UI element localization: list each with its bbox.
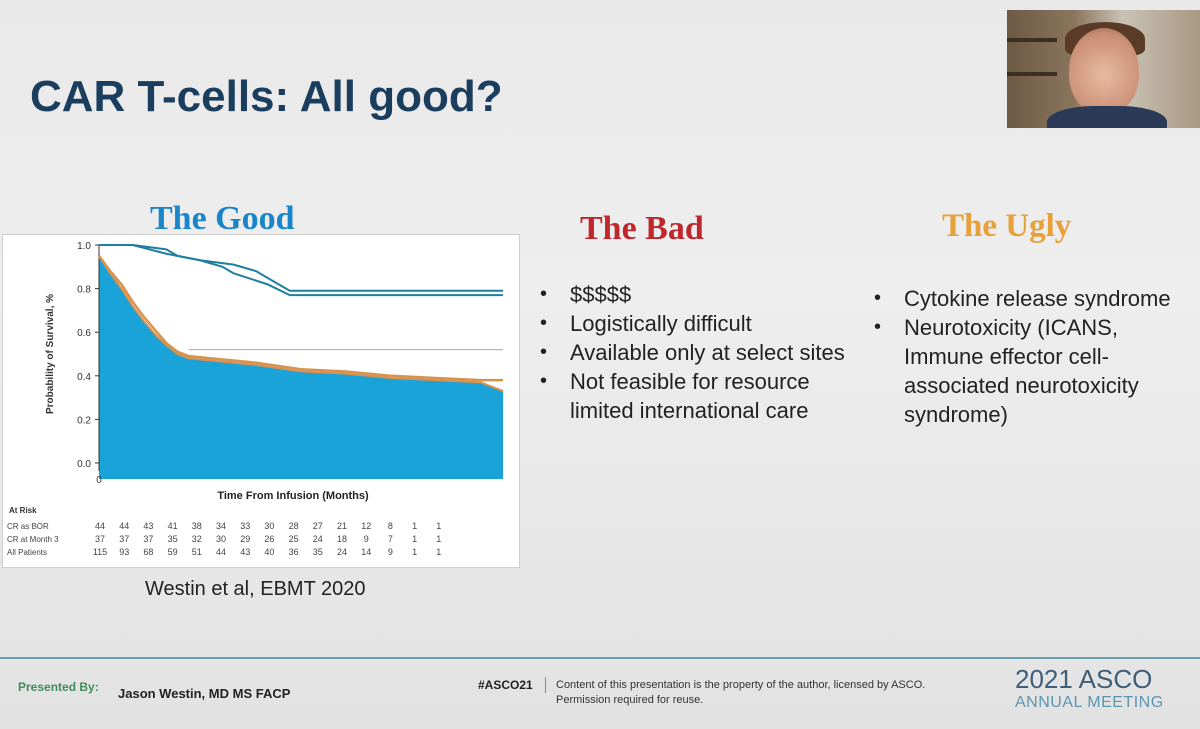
bad-bullet: Available only at select sites (540, 338, 870, 367)
at-risk-value: 40 (264, 547, 274, 557)
at-risk-value: 68 (143, 547, 153, 557)
at-risk-header: At Risk (9, 506, 37, 515)
y-tick-label: 0.8 (77, 285, 91, 296)
at-risk-row-label: CR at Month 3 (7, 535, 59, 544)
x-tick-label: 0 (96, 475, 102, 486)
webcam-suit (1047, 106, 1167, 128)
at-risk-value: 1 (436, 521, 441, 531)
bad-bullet: $$$$$ (540, 280, 870, 309)
at-risk-value: 7 (388, 534, 393, 544)
y-tick-label: 0.6 (77, 328, 91, 339)
at-risk-value: 30 (216, 534, 226, 544)
presented-by-label: Presented By: (18, 680, 99, 694)
slide-title: CAR T-cells: All good? (30, 72, 503, 121)
at-risk-value: 33 (240, 521, 250, 531)
at-risk-value: 24 (313, 534, 323, 544)
survival-area-fill (99, 255, 503, 479)
at-risk-value: 12 (361, 521, 371, 531)
at-risk-value: 21 (337, 521, 347, 531)
at-risk-value: 37 (95, 534, 105, 544)
at-risk-row-label: All Patients (7, 548, 47, 557)
webcam-head (1069, 28, 1139, 114)
disclaimer: Content of this presentation is the prop… (556, 678, 996, 708)
at-risk-value: 35 (313, 547, 323, 557)
at-risk-value: 44 (216, 547, 226, 557)
series-line (99, 244, 503, 297)
ugly-bullet: Neurotoxicity (ICANS, Immune effector ce… (874, 313, 1200, 429)
webcam-shelf (1007, 38, 1057, 42)
at-risk-value: 44 (95, 521, 105, 531)
at-risk-value: 14 (361, 547, 371, 557)
at-risk-value: 38 (192, 521, 202, 531)
series-line (97, 255, 503, 382)
good-heading: The Good (150, 200, 295, 237)
asco-logo-subtitle: ANNUAL MEETING (1015, 694, 1164, 711)
at-risk-value: 1 (412, 534, 417, 544)
at-risk-value: 41 (168, 521, 178, 531)
webcam-shelf (1007, 72, 1057, 76)
at-risk-value: 32 (192, 534, 202, 544)
at-risk-value: 1 (412, 521, 417, 531)
at-risk-value: 9 (388, 547, 393, 557)
ugly-list: Cytokine release syndrome Neurotoxicity … (874, 284, 1200, 429)
at-risk-value: 1 (436, 547, 441, 557)
disclaimer-line-2: Permission required for reuse. (556, 694, 704, 706)
ugly-bullet: Cytokine release syndrome (874, 284, 1200, 313)
y-axis-label: Probability of Survival, % (45, 294, 56, 414)
at-risk-value: 43 (240, 547, 250, 557)
at-risk-value: 30 (264, 521, 274, 531)
at-risk-row-label: CR as BOR (7, 522, 49, 531)
ugly-bullet-text: Neurotoxicity (ICANS, Immune effector ce… (904, 315, 1139, 427)
at-risk-value: 8 (388, 521, 393, 531)
survival-chart: 1.0 0.8 0.6 0.4 0.2 0.0 0 Probability of Surviv… (7, 241, 504, 557)
survival-chart-panel: 1.0 0.8 0.6 0.4 0.2 0.0 0 Probability of Surviv… (2, 234, 520, 568)
bad-heading: The Bad (580, 210, 704, 247)
ugly-heading: The Ugly (942, 208, 1072, 244)
presenter-name: Jason Westin, MD MS FACP (118, 686, 291, 701)
at-risk-value: 18 (337, 534, 347, 544)
y-tick-label: 0.0 (77, 459, 91, 470)
hashtag: #ASCO21 (478, 678, 533, 692)
at-risk-value: 34 (216, 521, 226, 531)
at-risk-value: 36 (289, 547, 299, 557)
at-risk-value: 37 (119, 534, 129, 544)
at-risk-value: 28 (289, 521, 299, 531)
footer-rule (0, 657, 1200, 659)
bad-list: $$$$$ Logistically difficult Available o… (540, 280, 870, 425)
series-line (98, 255, 504, 392)
at-risk-value: 51 (192, 547, 202, 557)
citation: Westin et al, EBMT 2020 (145, 578, 366, 600)
disclaimer-line-1: Content of this presentation is the prop… (556, 679, 926, 691)
at-risk-value: 43 (143, 521, 153, 531)
bad-bullet: Logistically difficult (540, 309, 870, 338)
at-risk-value: 1 (436, 534, 441, 544)
y-tick-label: 1.0 (77, 241, 91, 252)
presenter-webcam (1007, 10, 1200, 128)
y-tick-label: 0.4 (77, 372, 91, 383)
at-risk-value: 1 (412, 547, 417, 557)
at-risk-value: 9 (364, 534, 369, 544)
at-risk-value: 59 (168, 547, 178, 557)
at-risk-value: 35 (168, 534, 178, 544)
at-risk-value: 29 (240, 534, 250, 544)
x-axis-label: Time From Infusion (Months) (217, 490, 369, 502)
bad-bullet: Not feasible for resource limited intern… (540, 367, 870, 425)
at-risk-value: 115 (93, 547, 107, 557)
at-risk-value: 24 (337, 547, 347, 557)
at-risk-value: 37 (143, 534, 153, 544)
at-risk-value: 25 (289, 534, 299, 544)
at-risk-value: 26 (264, 534, 274, 544)
at-risk-value: 93 (119, 547, 129, 557)
at-risk-value: 44 (119, 521, 129, 531)
asco-logo: 2021 ASCO ANNUAL MEETING (1015, 664, 1195, 711)
asco-logo-year: 2021 ASCO (1015, 664, 1153, 694)
y-tick-label: 0.2 (77, 415, 91, 426)
at-risk-value: 27 (313, 521, 323, 531)
footer-separator (545, 677, 546, 693)
